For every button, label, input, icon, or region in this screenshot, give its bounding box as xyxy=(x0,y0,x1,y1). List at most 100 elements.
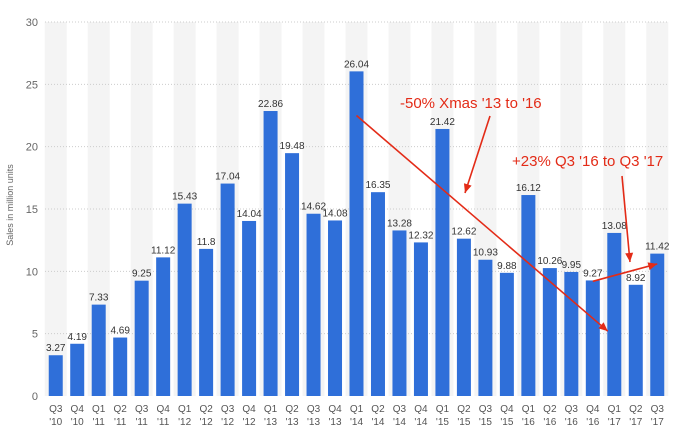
x-tick-label-year: '14 xyxy=(371,417,384,428)
y-tick-label: 25 xyxy=(26,79,38,91)
bar xyxy=(134,280,149,396)
x-tick-label-quarter: Q2 xyxy=(285,404,299,415)
x-axis: Q3 '10 Q4 '10 Q1 '11 Q2 '11 Q3 '11 Q4 '11 Q1 '12 Q2 '12… xyxy=(49,404,664,428)
bar xyxy=(349,71,364,397)
x-tick-label-quarter: Q3 xyxy=(221,404,235,415)
x-tick-label-year: '17 xyxy=(629,417,642,428)
x-tick-label-quarter: Q2 xyxy=(543,404,557,415)
x-tick-label-quarter: Q1 xyxy=(92,404,106,415)
bar xyxy=(328,220,343,396)
x-tick-label-year: '11 xyxy=(114,417,127,428)
bar xyxy=(70,343,85,396)
x-tick-label-quarter: Q2 xyxy=(199,404,213,415)
x-tick-label-year: '12 xyxy=(221,417,234,428)
pointer-decline-head xyxy=(463,183,472,193)
x-tick-label-year: '14 xyxy=(350,417,363,428)
y-tick-label: 10 xyxy=(26,266,38,278)
data-label: 9.25 xyxy=(132,269,152,280)
data-label: 4.69 xyxy=(110,326,130,337)
data-label: 7.33 xyxy=(89,293,109,304)
x-tick-label-quarter: Q4 xyxy=(242,404,256,415)
y-tick-label: 20 xyxy=(26,142,38,154)
pointer-growth xyxy=(621,175,631,263)
data-label: 12.62 xyxy=(451,227,476,238)
x-tick-label-year: '12 xyxy=(243,417,256,428)
x-tick-label-quarter: Q2 xyxy=(371,404,385,415)
bar xyxy=(564,271,579,396)
x-tick-label-quarter: Q2 xyxy=(114,404,128,415)
x-tick-label-quarter: Q1 xyxy=(608,404,622,415)
y-tick-label: 15 xyxy=(26,204,38,216)
x-tick-label-year: '15 xyxy=(436,417,449,428)
column-band xyxy=(87,22,110,396)
x-tick-label-year: '12 xyxy=(200,417,213,428)
y-tick-label: 30 xyxy=(26,17,38,29)
x-tick-label-quarter: Q4 xyxy=(414,404,428,415)
data-label: 14.62 xyxy=(301,202,326,213)
x-tick-label-year: '15 xyxy=(479,417,492,428)
x-tick-label-year: '11 xyxy=(157,417,170,428)
bar xyxy=(177,203,192,396)
pointer-growth-head xyxy=(625,252,634,262)
data-label: 10.26 xyxy=(537,256,562,267)
data-label: 13.28 xyxy=(387,218,412,229)
x-tick-label-year: '17 xyxy=(651,417,664,428)
x-tick-label-quarter: Q1 xyxy=(178,404,192,415)
data-label: 9.27 xyxy=(583,268,603,279)
bar xyxy=(242,220,257,396)
data-label: 15.43 xyxy=(172,192,197,203)
x-tick-label-year: '14 xyxy=(414,417,427,428)
bar xyxy=(285,153,300,396)
column-band xyxy=(44,22,67,396)
x-tick-label-year: '10 xyxy=(71,417,84,428)
bar xyxy=(91,304,106,396)
y-tick-label: 5 xyxy=(32,329,38,341)
arrow-growth-head xyxy=(647,262,658,271)
x-tick-label-quarter: Q4 xyxy=(71,404,85,415)
bar xyxy=(607,232,622,396)
data-label: 12.32 xyxy=(408,230,433,241)
bar xyxy=(413,242,428,396)
data-label: 14.08 xyxy=(323,208,348,219)
data-label: 9.95 xyxy=(562,260,582,271)
data-label: 14.04 xyxy=(237,209,262,220)
x-tick-label-quarter: Q3 xyxy=(565,404,579,415)
arrow-growth xyxy=(592,263,658,283)
bar xyxy=(628,284,643,396)
x-tick-label-quarter: Q2 xyxy=(457,404,471,415)
bar xyxy=(113,337,128,396)
x-tick-label-quarter: Q3 xyxy=(49,404,63,415)
bar xyxy=(542,268,557,396)
x-tick-label-quarter: Q4 xyxy=(500,404,514,415)
data-label: 17.04 xyxy=(215,172,240,183)
x-tick-label-quarter: Q4 xyxy=(328,404,342,415)
annotation-text-decline: -50% Xmas '13 to '16 xyxy=(400,95,542,112)
y-axis-label: Sales in million units xyxy=(5,164,15,246)
annotations: -50% Xmas '13 to '16 +23% Q3 '16 to Q3 '… xyxy=(355,95,663,332)
bar xyxy=(521,195,536,396)
data-label: 8.92 xyxy=(626,273,646,284)
x-tick-label-year: '15 xyxy=(500,417,513,428)
x-tick-label-year: '14 xyxy=(393,417,406,428)
x-tick-label-year: '11 xyxy=(136,417,149,428)
bar xyxy=(392,230,407,396)
data-label: 16.12 xyxy=(516,183,541,194)
x-tick-label-quarter: Q1 xyxy=(264,404,278,415)
x-tick-label-year: '10 xyxy=(49,417,62,428)
x-tick-label-year: '16 xyxy=(522,417,535,428)
x-tick-label-year: '16 xyxy=(586,417,599,428)
x-tick-label-quarter: Q3 xyxy=(135,404,149,415)
data-label: 19.48 xyxy=(280,141,305,152)
data-label: 16.35 xyxy=(365,180,390,191)
data-label: 11.8 xyxy=(197,237,216,248)
bar xyxy=(478,259,493,396)
bar xyxy=(306,213,321,396)
data-label: 22.86 xyxy=(258,99,283,110)
data-label: 21.42 xyxy=(430,117,455,128)
x-tick-label-year: '17 xyxy=(608,417,621,428)
x-tick-label-year: '13 xyxy=(286,417,299,428)
bar xyxy=(370,192,385,396)
bar xyxy=(220,183,235,396)
data-label: 3.27 xyxy=(46,343,66,354)
